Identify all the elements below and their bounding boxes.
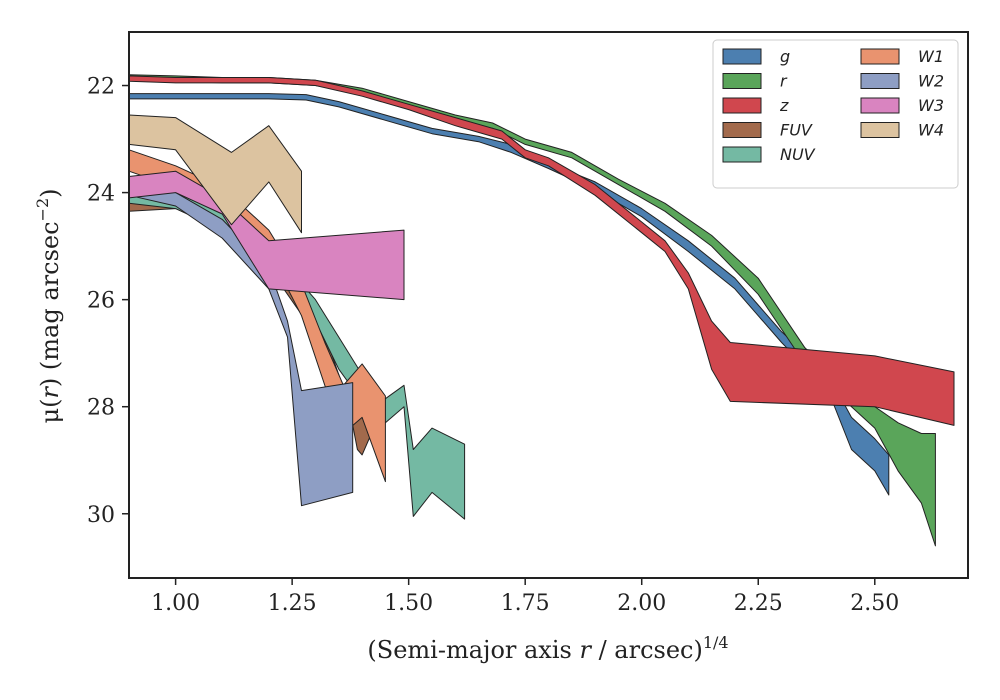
legend-swatch-w3 <box>860 97 900 114</box>
legend-label-fuv: FUV <box>780 121 813 140</box>
legend: grz FUV NUV W1 W2 W3 W4 <box>712 39 959 189</box>
x-tick-label: 1.75 <box>501 591 550 616</box>
y-tick-label: 30 <box>87 503 115 528</box>
legend-swatch-nuv <box>722 146 762 163</box>
y-tick-label: 24 <box>87 182 115 207</box>
y-tick-label: 22 <box>87 75 115 100</box>
plot-frame <box>128 31 969 579</box>
legend-swatch-fuv <box>722 122 762 138</box>
legend-swatch-r <box>722 73 762 89</box>
legend-label-nuv: NUV <box>780 145 816 164</box>
band-w4 <box>128 114 302 234</box>
legend-swatch-w4 <box>860 122 900 138</box>
band-g <box>128 93 890 496</box>
legend-swatch-g <box>722 48 762 65</box>
legend-label-w3: W3 <box>918 96 944 115</box>
y-tick-label: 28 <box>87 396 115 421</box>
axes-frame <box>128 31 969 579</box>
legend-swatch-w2 <box>860 73 900 89</box>
x-axis-label: (Semi-major axis r / arcsec)1/4 <box>367 633 728 664</box>
legend-swatch-z <box>722 97 762 114</box>
legend-label-g: g <box>780 47 790 66</box>
x-tick-label: 2.25 <box>734 591 783 616</box>
legend-label-z: z <box>779 96 789 115</box>
legend-label-w1: W1 <box>918 47 944 66</box>
legend-swatch-w1 <box>860 48 900 65</box>
x-tick-label: 2.50 <box>850 591 899 616</box>
legend-label-w4: W4 <box>918 121 944 140</box>
series-bands <box>128 74 955 547</box>
legend-label-w2: W2 <box>918 72 944 91</box>
y-axis: 22 24 26 28 30 <box>87 75 129 528</box>
x-tick-label: 1.50 <box>384 591 433 616</box>
x-tick-label: 1.25 <box>268 591 317 616</box>
x-tick-label: 2.00 <box>617 591 666 616</box>
x-axis: 1.00 1.25 1.50 1.75 2.00 2.25 2.50 <box>151 578 899 616</box>
y-tick-label: 26 <box>87 289 115 314</box>
band-nuv <box>128 181 466 520</box>
band-z <box>128 75 955 426</box>
legend-label-r: r <box>780 72 788 91</box>
x-tick-label: 1.00 <box>151 591 200 616</box>
y-axis-label: μ(r) (mag arcsec−2) <box>33 188 64 423</box>
